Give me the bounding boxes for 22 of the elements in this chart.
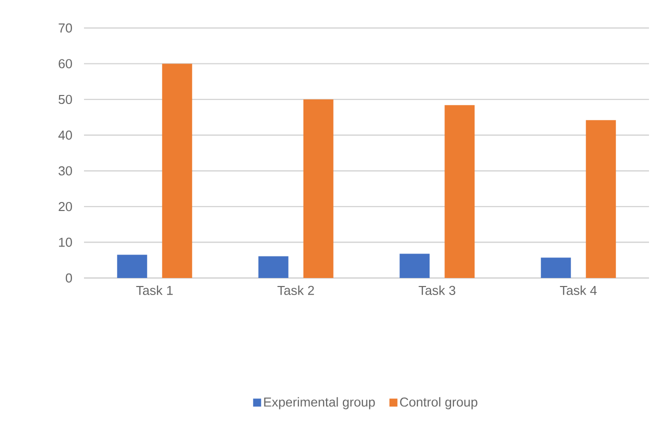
y-tick-label: 70 — [58, 23, 72, 33]
y-tick-label: 10 — [59, 238, 72, 247]
legend-label: Control group — [400, 397, 478, 410]
legend-label: Experimental group — [264, 397, 375, 410]
bar — [117, 254, 148, 278]
y-tick-label: 30 — [58, 166, 72, 176]
bar — [303, 99, 334, 278]
x-tick-label: Task 3 — [418, 286, 456, 296]
bar — [540, 258, 571, 278]
y-tick-label: 60 — [58, 59, 72, 68]
y-tick-label: 0 — [66, 273, 72, 283]
bar — [258, 256, 288, 278]
y-tick-label: 50 — [58, 94, 72, 104]
bar — [162, 64, 192, 278]
x-tick-label: Task 1 — [136, 286, 173, 296]
y-tick-label: 40 — [58, 130, 72, 140]
bar — [444, 105, 475, 278]
bar — [586, 120, 616, 278]
x-tick-label: Task 2 — [277, 286, 314, 296]
y-tick-label: 20 — [58, 202, 72, 212]
bar — [400, 254, 430, 278]
x-tick-label: Task 4 — [560, 286, 597, 296]
